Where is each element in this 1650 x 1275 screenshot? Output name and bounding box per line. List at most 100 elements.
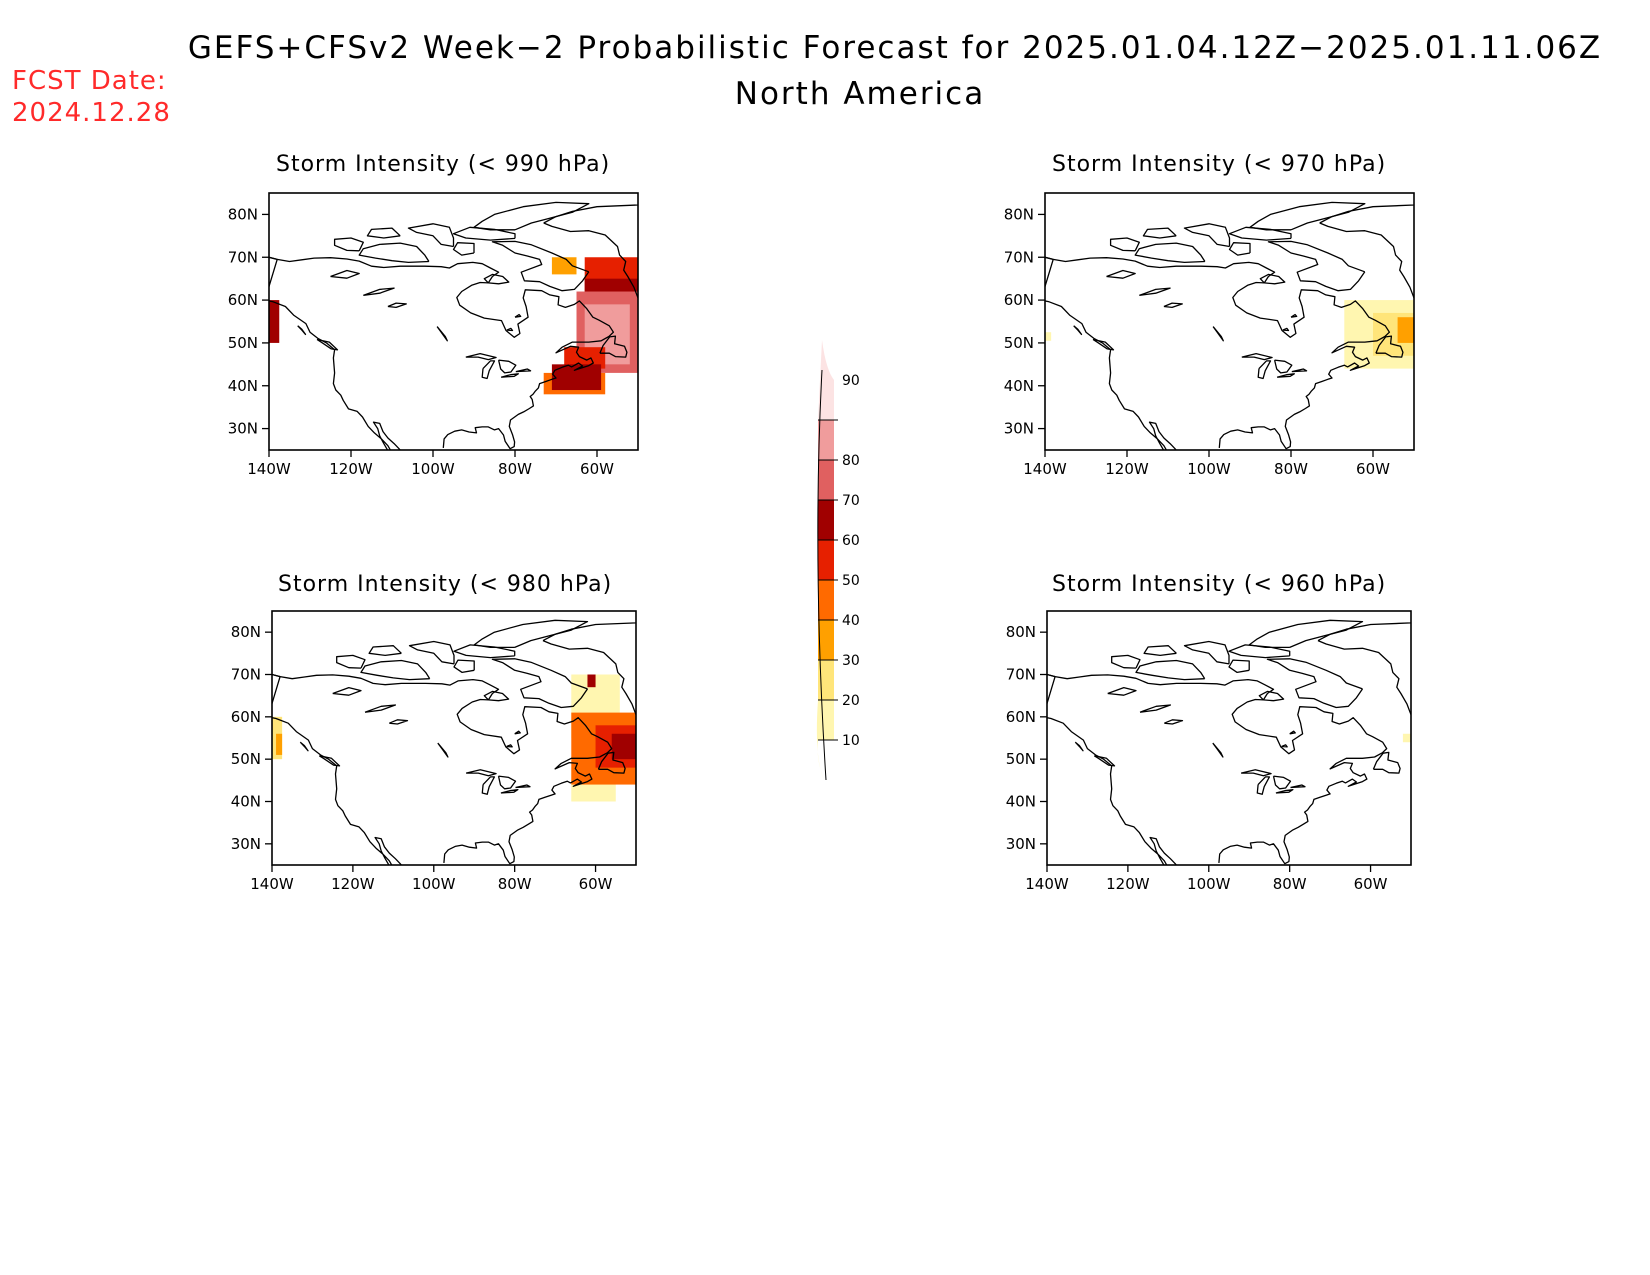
lon-label: 60W [579,875,613,893]
coastline [597,751,626,774]
lat-label: 30N [228,420,258,438]
probability-patch [587,674,596,688]
colorbar-label: 60 [842,533,860,549]
colorbar-label: 70 [842,493,860,509]
coastline [336,654,366,669]
lon-label: 120W [331,875,375,893]
map-content [272,619,636,865]
coastline [453,659,475,674]
lat-label: 80N [1004,205,1034,223]
coastline [1047,673,1178,865]
lon-label: 100W [412,875,456,893]
coastline [465,352,497,361]
map-panel-980: 80N 70N 60N 50N 40N 30N 140W 120W 100W 80W 60W [231,610,637,893]
colorbar-label: 10 [842,733,860,749]
coastline [1272,775,1292,790]
coastline [1073,325,1083,336]
lat-label: 60N [231,708,261,726]
lon-label: 140W [247,460,291,478]
lat-label: 60N [1004,291,1034,309]
coastline [436,326,448,342]
coastline [1164,719,1184,725]
coastline [1135,659,1206,681]
lon-label: 120W [1106,875,1150,893]
coastline [1045,256,1391,450]
coastline [1107,686,1137,696]
coastline [1109,237,1140,252]
coastline [1257,360,1272,380]
coastline [1290,313,1298,318]
coastline [1228,226,1292,241]
colorbar-swatch [818,420,834,460]
coastline [1139,704,1172,713]
lon-label: 100W [1187,875,1231,893]
coastline [473,201,590,231]
coastline [542,640,636,715]
lat-label: 40N [228,377,258,395]
probability-patch [276,733,283,755]
lat-label: 70N [228,248,258,266]
lat-label: 30N [1006,835,1036,853]
map-panel-970: 80N 70N 60N 50N 40N 30N 140W 120W 100W 80W 60W [1004,192,1415,478]
coastline [1275,788,1294,794]
coastline [481,776,496,795]
colorbar-swatch [818,620,834,660]
probability-patch [551,257,577,275]
coastline [473,619,589,649]
lat-label: 50N [1004,334,1034,352]
panel-title-980: Storm Intensity (< 980 hPa) [278,572,613,597]
coastline [1248,619,1364,649]
lon-label: 80W [498,875,532,893]
map-frame [268,192,639,451]
coastline [1142,227,1177,239]
lon-label: 80W [498,460,532,478]
lat-label: 60N [228,291,258,309]
colorbar-label: 20 [842,693,860,709]
coastline [1212,742,1224,758]
coastline [269,256,401,450]
coastline [515,368,532,373]
coastline [1183,640,1230,665]
lat-label: 80N [231,623,261,641]
lat-label: 80N [1006,623,1036,641]
coastline [515,784,531,789]
coastline [297,325,307,336]
lon-label: 140W [1023,460,1067,478]
panel-title-990: Storm Intensity (< 990 hPa) [276,152,611,177]
coastline [543,222,638,299]
coastline [1259,273,1286,285]
coastline [497,359,517,374]
coastline [599,335,628,358]
coastline [497,775,517,790]
lat-label: 70N [1004,248,1034,266]
coastline [272,673,613,865]
coastline [333,237,364,252]
probability-colorbar: 10 20 30 40 50 60 70 80 90 [816,340,860,781]
coastline [1290,784,1306,789]
probability-patch [1402,733,1411,743]
coastline [1183,223,1231,248]
coastline [500,373,519,378]
lon-label: 60W [580,460,614,478]
map-frame [1046,610,1412,866]
coastline [387,302,407,309]
lat-label: 50N [1006,750,1036,768]
forecast-date-label: FCST Date: [12,66,167,96]
panel-title-970: Storm Intensity (< 970 hPa) [1052,152,1387,177]
lon-label: 60W [1354,875,1388,893]
lat-label: 50N [228,334,258,352]
map-frame [271,610,637,866]
coastline [364,704,397,713]
coastline [483,273,510,285]
coastline [1375,335,1404,358]
coastline [1372,751,1401,774]
probability-patch [1045,332,1052,341]
coastline [299,741,309,752]
coastline [1047,673,1388,865]
coastline [1212,326,1224,342]
map-content [269,201,638,450]
colorbar-outline [817,369,827,781]
coastline [452,226,516,241]
coastline [366,227,401,239]
coastline [1241,352,1273,361]
